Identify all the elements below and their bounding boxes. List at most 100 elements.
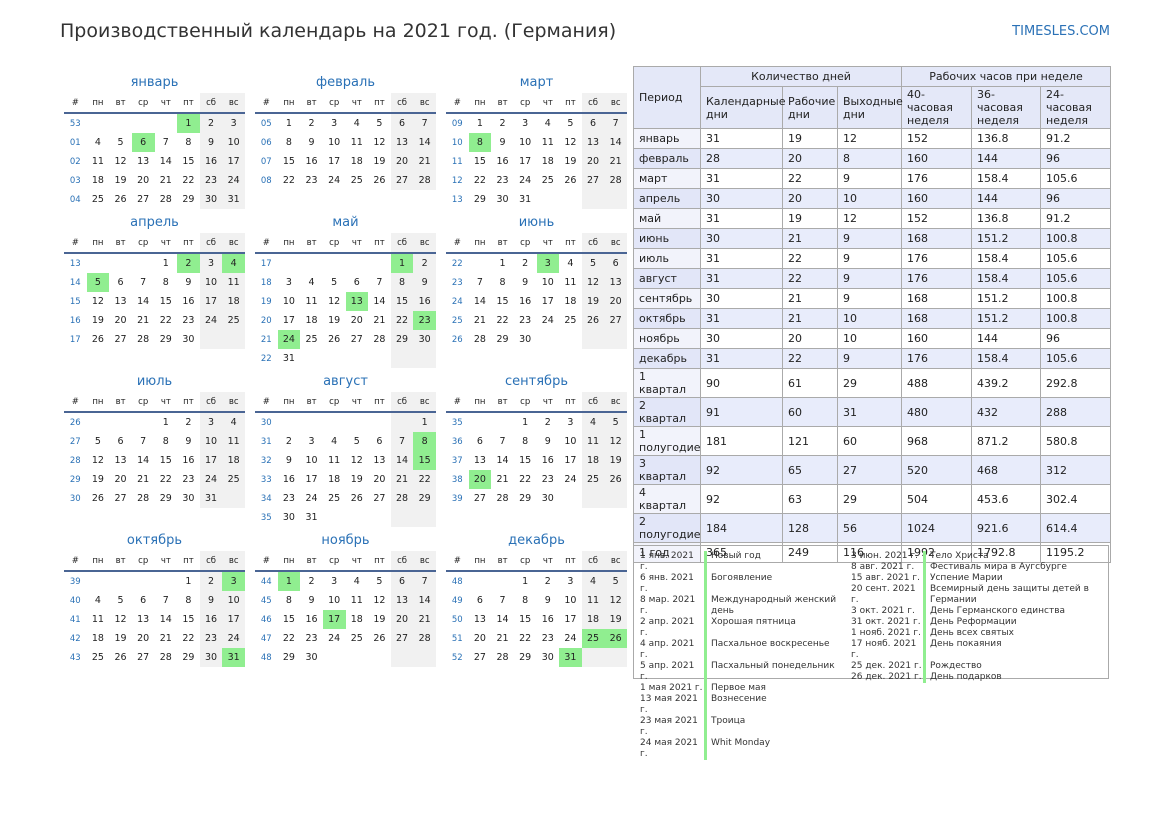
day: 4 xyxy=(331,436,338,447)
day: 5 xyxy=(94,436,101,447)
day: 20 xyxy=(604,292,627,311)
day: 22 xyxy=(519,474,532,485)
weekday: сб xyxy=(581,93,605,114)
day: 28 xyxy=(137,493,150,504)
day: 12 xyxy=(373,137,386,148)
day: 21 xyxy=(473,315,486,326)
day: 9 xyxy=(499,137,506,148)
week-number: 28 xyxy=(69,455,81,466)
day: 12 xyxy=(350,455,363,466)
cell: 136.8 xyxy=(971,128,1042,149)
weekday: вт xyxy=(300,392,323,413)
day: 30 xyxy=(199,648,223,667)
day: 29 xyxy=(473,194,486,205)
day: 17 xyxy=(519,156,532,167)
weekday: ср xyxy=(131,551,155,572)
table-row: 4 квартал 92 63 29 504 453.6 302.4 xyxy=(633,484,1112,514)
day: 30 xyxy=(182,493,195,504)
holiday-name: Хорошая пятница xyxy=(704,617,851,639)
day: 24 xyxy=(305,493,318,504)
day: 15 xyxy=(413,451,436,470)
day: 17 xyxy=(199,292,223,311)
week-number: 02 xyxy=(69,156,81,167)
month-name: октябрь xyxy=(126,533,183,548)
day: 23 xyxy=(305,633,318,644)
day: 10 xyxy=(199,273,223,292)
day: 20 xyxy=(473,633,486,644)
day xyxy=(323,412,346,432)
weekday-row: # пн вт ср чт пт сб вс xyxy=(64,551,245,572)
cell: 168 xyxy=(901,288,973,309)
day: 11 xyxy=(91,156,104,167)
day: 18 xyxy=(222,292,245,311)
day: 4 xyxy=(353,576,360,587)
week-number: 39 xyxy=(69,576,81,587)
day: 13 xyxy=(473,614,486,625)
cell: 31 xyxy=(700,168,783,189)
cell: 181 xyxy=(700,426,783,456)
day xyxy=(155,113,178,133)
cell: 56 xyxy=(836,513,903,543)
day xyxy=(109,253,132,273)
weekday: сб xyxy=(390,392,414,413)
day: 1 xyxy=(185,576,192,587)
month-table: # пн вт ср чт пт сб вс 09 1 2 3 4 5 6 7 10 8 9 10 11 12 13 14 11… xyxy=(446,93,627,209)
day: 15 xyxy=(519,455,532,466)
week-number: 46 xyxy=(260,614,272,625)
week-number: 26 xyxy=(69,417,81,428)
cell: 12 xyxy=(836,208,903,229)
week-row: 48 1 2 3 4 5 xyxy=(446,571,627,591)
holiday-date: 25 дек. 2021 г. xyxy=(851,661,922,671)
day xyxy=(278,253,301,273)
day: 9 xyxy=(308,137,315,148)
week-number: 10 xyxy=(451,137,463,148)
day: 19 xyxy=(91,315,104,326)
week-number: 26 xyxy=(451,334,463,345)
day: 25 xyxy=(328,493,341,504)
week-row: 45 8 9 10 11 12 13 14 xyxy=(255,591,436,610)
day: 31 xyxy=(222,648,245,667)
weekday: сб xyxy=(199,392,223,413)
day: 25 xyxy=(581,629,605,648)
cell: 29 xyxy=(836,368,903,398)
day: 18 xyxy=(350,156,363,167)
header-cell: Выходные дни xyxy=(836,86,903,129)
week-row: 17 26 27 28 29 30 xyxy=(64,330,245,349)
day: 5 xyxy=(604,571,627,591)
holiday-date: 26 дек. 2021 г. xyxy=(851,672,922,682)
day xyxy=(87,412,110,432)
holiday-name: Новый год xyxy=(704,551,851,573)
day: 1 xyxy=(277,571,301,591)
day: 28 xyxy=(604,171,627,190)
day: 8 xyxy=(185,595,192,606)
weekday: пт xyxy=(559,233,582,254)
day: 20 xyxy=(390,610,414,629)
day: 7 xyxy=(604,113,627,133)
day: 22 xyxy=(282,633,295,644)
day xyxy=(323,349,346,368)
day: 13 xyxy=(114,455,127,466)
day: 1 xyxy=(162,258,169,269)
month-table: # пн вт ср чт пт сб вс 17 1 2 18 3 4 5 6 7 8 9 19 10 11 12 13 14… xyxy=(255,233,436,368)
month: май # пн вт ср чт пт сб вс 17 1 2 18 3 4 5 6 7 8 9 19 10 11 12 1… xyxy=(255,213,436,368)
weekday-row: # пн вт ср чт пт сб вс xyxy=(255,392,436,413)
holiday-date: 24 мая 2021 г. xyxy=(640,738,698,759)
site-link[interactable]: TIMESLES.COM xyxy=(1012,24,1110,39)
week-number: 35 xyxy=(451,417,463,428)
day: 29 xyxy=(182,652,195,663)
header-cell: Количество дней xyxy=(699,66,903,87)
day: 2 xyxy=(413,253,436,273)
holiday-name: День всех святых xyxy=(923,628,1101,639)
weekday: сб xyxy=(390,93,414,114)
weekday: вс xyxy=(604,392,627,413)
weekday: # xyxy=(446,233,469,254)
day: 1 xyxy=(177,113,200,133)
cell: 105.6 xyxy=(1040,268,1112,289)
day: 10 xyxy=(305,455,318,466)
weekday: сб xyxy=(199,551,223,572)
day xyxy=(346,349,369,368)
weekday: # xyxy=(64,93,87,114)
cell: 152 xyxy=(901,208,973,229)
cell: 21 xyxy=(782,308,838,329)
